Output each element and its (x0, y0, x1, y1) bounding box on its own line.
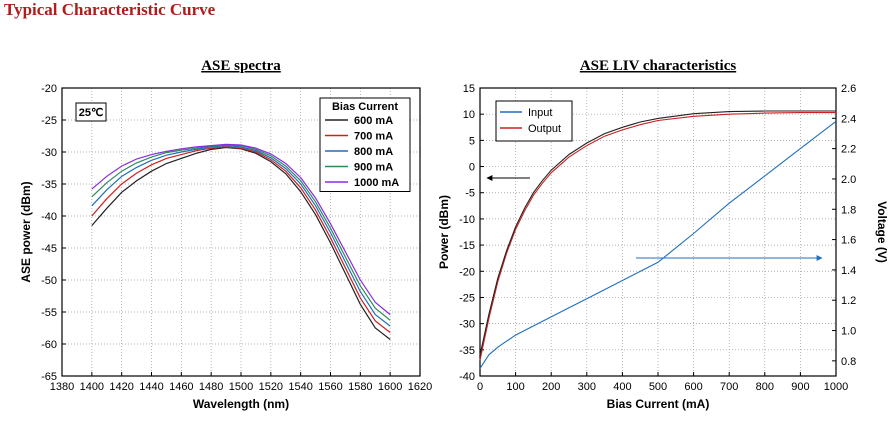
chart2-y2tick-label: 1.8 (841, 204, 856, 216)
chart2-ytick-label: 0 (469, 162, 475, 174)
chart2-y2tick-label: 1.0 (841, 326, 856, 338)
chart2-y2tick-label: 1.4 (841, 265, 856, 277)
chart2-y2tick-label: 2.0 (841, 174, 856, 186)
chart2-series-0-line (479, 120, 837, 369)
chart1-ytick-label: -25 (41, 115, 57, 127)
chart2-ytick-label: -40 (459, 371, 475, 383)
chart2-xtick-label: 600 (684, 381, 702, 393)
chart2-ytick-label: -25 (459, 292, 475, 304)
chart1-xtick-label: 1380 (50, 381, 74, 393)
chart1-ytick-label: -55 (41, 307, 57, 319)
chart2-y2tick-label: 0.8 (841, 356, 856, 368)
chart1-legend-label-3: 900 mA (354, 162, 393, 174)
chart2-ytick-label: -30 (459, 319, 475, 331)
chart1-ytick-label: -45 (41, 243, 57, 255)
chart2-xtick-label: 500 (649, 381, 667, 393)
chart1-series-1-line (91, 146, 391, 333)
chart1-series-4-line (91, 143, 391, 316)
chart2-y2tick-label: 1.6 (841, 235, 856, 247)
chart1-xtick-label: 1620 (408, 381, 432, 393)
chart1-ylabel: ASE power (dBm) (19, 181, 33, 282)
chart2-ytick-label: -20 (459, 266, 475, 278)
chart1-ytick-label: -65 (41, 371, 57, 383)
chart1-xtick-label: 1420 (109, 381, 133, 393)
chart1-ytick-label: -40 (41, 211, 57, 223)
chart1-ytick-label: -20 (41, 83, 57, 95)
chart2-legend-label-0: Input (528, 107, 552, 119)
chart2-ytick-label: -5 (465, 188, 475, 200)
chart1-plot-frame (61, 87, 421, 377)
page-title: Typical Characteristic Curve (4, 0, 216, 19)
chart1-xtick-label: 1540 (288, 381, 312, 393)
chart2-y2tick-label: 2.4 (841, 113, 856, 125)
chart2-ytick-label: 10 (463, 109, 475, 121)
chart2-xtick-label: 800 (756, 381, 774, 393)
chart2-xtick-label: 200 (542, 381, 560, 393)
chart2-plot-frame (479, 87, 837, 377)
chart1-legend-title: Bias Current (332, 101, 398, 113)
chart2-legend-box (495, 100, 573, 142)
chart1-legend-label-1: 700 mA (354, 131, 393, 143)
chart1-xtick-label: 1600 (378, 381, 402, 393)
chart2-ytick-label: -15 (459, 240, 475, 252)
chart2-legend-label-1: Output (528, 123, 561, 135)
chart2-title: ASE LIV characteristics (580, 58, 737, 74)
chart1-legend-label-4: 1000 mA (354, 177, 399, 189)
chart2-xtick-label: 900 (791, 381, 809, 393)
chart2-ytick-label: -10 (459, 214, 475, 226)
chart1-series-2-line (91, 144, 391, 327)
chart1-ytick-label: -60 (41, 339, 57, 351)
chart1-xtick-label: 1480 (199, 381, 223, 393)
chart2-ytick-label: 15 (463, 83, 475, 95)
chart2-y2tick-label: 2.2 (841, 144, 856, 156)
chart1-legend-box (319, 97, 411, 192)
chart2-xlabel: Bias Current (mA) (607, 397, 710, 411)
chart2-series-1-line (479, 112, 836, 361)
chart1-annotation-box (75, 102, 107, 122)
chart1-legend-label-2: 800 mA (354, 146, 393, 158)
chart1-xtick-label: 1400 (80, 381, 104, 393)
chart1-xtick-label: 1520 (259, 381, 283, 393)
chart2-xtick-label: 400 (613, 381, 631, 393)
chart1-title: ASE spectra (201, 58, 281, 74)
chart1-ytick-label: -30 (41, 147, 57, 159)
chart1-xtick-label: 1440 (139, 381, 163, 393)
chart1-xtick-label: 1460 (169, 381, 193, 393)
chart2-series-2-line (479, 110, 836, 356)
chart2-xtick-label: 0 (477, 381, 483, 393)
chart1-legend-label-0: 600 mA (354, 115, 393, 127)
chart1-xtick-label: 1560 (318, 381, 342, 393)
chart2-ytick-label: 5 (469, 135, 475, 147)
chart1-ytick-label: -50 (41, 275, 57, 287)
chart2-y2label: Voltage (V) (875, 201, 889, 263)
chart2-xtick-label: 1000 (824, 381, 848, 393)
chart2-ytick-label: -35 (459, 345, 475, 357)
chart1-annotation: 25℃ (79, 107, 104, 119)
chart2-xtick-label: 700 (720, 381, 738, 393)
chart2-y2tick-label: 1.2 (841, 295, 856, 307)
chart1-xtick-label: 1580 (348, 381, 372, 393)
chart2-y2tick-label: 2.6 (841, 83, 856, 95)
chart2-xtick-label: 100 (506, 381, 524, 393)
chart2-xtick-label: 300 (578, 381, 596, 393)
chart2-ylabel: Power (dBm) (437, 195, 451, 269)
chart1-xtick-label: 1500 (229, 381, 253, 393)
chart1-ytick-label: -35 (41, 179, 57, 191)
chart1-xlabel: Wavelength (nm) (193, 397, 289, 411)
